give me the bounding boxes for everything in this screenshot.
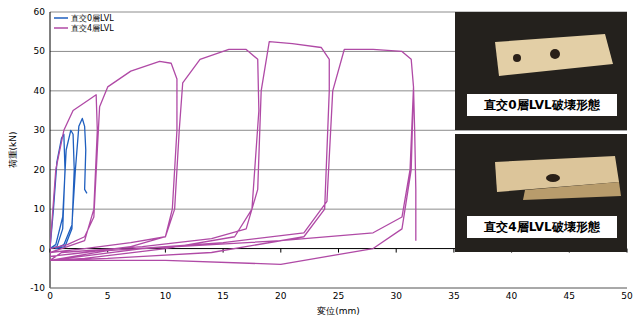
x-tick-label: 15 <box>217 291 228 301</box>
x-tick-label: 50 <box>621 291 633 301</box>
y-tick-label: 30 <box>34 125 46 135</box>
x-tick <box>338 249 339 253</box>
x-tick-label: 30 <box>390 291 402 301</box>
photo <box>455 134 627 252</box>
chart: -10010203040506005101520253035404550変位(m… <box>0 0 637 322</box>
x-tick-label: 10 <box>160 291 172 301</box>
photo-specimen <box>495 34 613 76</box>
y-axis-title: 荷重(kN) <box>8 132 18 169</box>
x-tick-label: 40 <box>506 291 518 301</box>
photo-caption: 直交4層LVL破壊形態 <box>483 220 600 234</box>
photo-hole <box>550 49 560 59</box>
legend-swatch <box>54 27 68 29</box>
photo-hole <box>513 54 521 62</box>
photo-hole <box>546 174 560 182</box>
y-tick-label: 60 <box>34 7 46 17</box>
plot-area <box>50 42 416 265</box>
photo-specimen-edge <box>523 182 621 200</box>
legend-label: 直交0層LVL <box>71 14 114 23</box>
x-tick-label: 5 <box>105 291 111 301</box>
x-tick <box>453 249 454 253</box>
y-tick-label: 40 <box>34 86 46 96</box>
x-axis <box>50 288 627 289</box>
x-axis-title: 変位(mm) <box>317 306 360 316</box>
y-tick-label: -10 <box>30 283 45 293</box>
series-line <box>50 118 87 248</box>
x-tick <box>396 249 397 253</box>
y-tick-label: 50 <box>34 46 46 56</box>
photo-caption: 直交0層LVL破壊形態 <box>483 98 600 112</box>
caption-box <box>467 216 617 238</box>
x-tick <box>280 249 281 253</box>
caption-box <box>467 94 617 116</box>
x-tick-label: 35 <box>448 291 459 301</box>
y-tick-label: 0 <box>39 244 45 254</box>
legend-label: 直交4層LVL <box>71 24 114 33</box>
x-tick-label: 0 <box>47 291 53 301</box>
x-tick-label: 25 <box>333 291 344 301</box>
grid-line <box>50 288 627 289</box>
y-tick-label: 10 <box>34 204 46 214</box>
legend-swatch <box>54 17 68 19</box>
photo <box>455 12 627 130</box>
x-tick-label: 45 <box>564 291 575 301</box>
y-tick-label: 20 <box>34 165 46 175</box>
x-tick-label: 20 <box>275 291 287 301</box>
series-line <box>50 42 416 265</box>
